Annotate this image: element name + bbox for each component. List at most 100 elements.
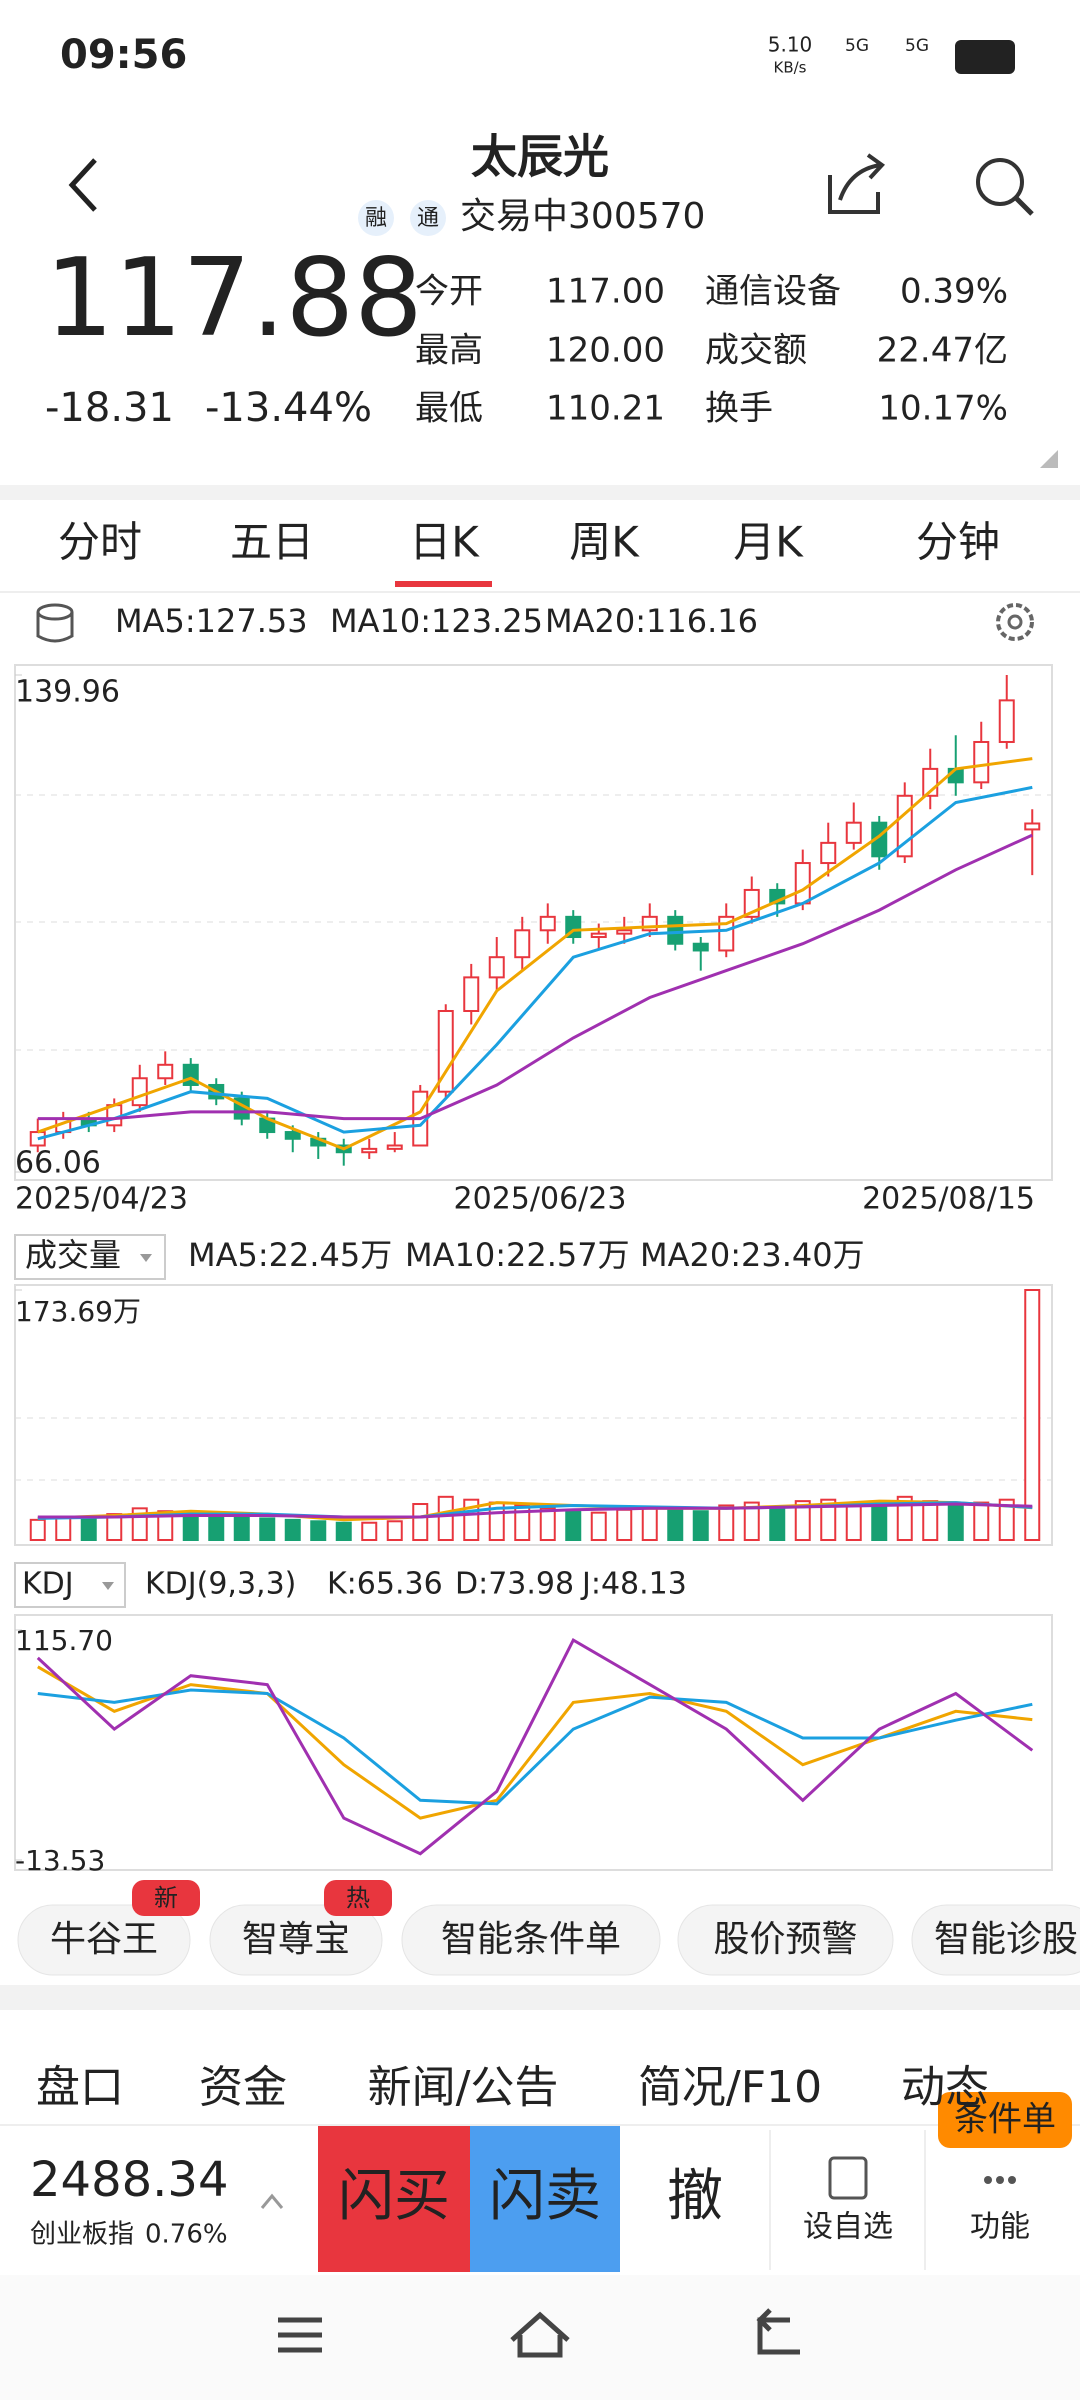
ma-line	[36, 1638, 1034, 1856]
label[interactable]: 分时	[58, 518, 142, 567]
nav-menu[interactable]	[278, 2317, 322, 2353]
dropdown-arrow	[102, 1582, 114, 1590]
dropdown-arrow	[140, 1254, 152, 1262]
label[interactable]: MA5:127.53	[115, 602, 308, 640]
label[interactable]: 设自选	[803, 2210, 893, 2245]
label[interactable]: 闪卖	[489, 2164, 601, 2229]
kdj-frame	[14, 1614, 1053, 1871]
nav-home[interactable]	[510, 2311, 570, 2358]
separator	[0, 485, 1080, 500]
label: 110.21	[546, 389, 665, 429]
label[interactable]: 智尊宝	[242, 1919, 350, 1960]
label: 120.00	[546, 331, 665, 371]
candle-body	[820, 841, 837, 865]
label[interactable]: KDJ	[22, 1567, 74, 1602]
label: 5G	[905, 36, 929, 56]
dot	[996, 2176, 1004, 2184]
nav-back[interactable]	[756, 2308, 800, 2355]
label[interactable]: 周K	[569, 518, 640, 567]
ma-line	[37, 785, 1033, 1141]
label[interactable]: 成交量	[25, 1236, 121, 1274]
volume-bar	[284, 1518, 301, 1541]
label[interactable]: 条件单	[954, 2100, 1056, 2140]
label[interactable]: 简况/F10	[638, 2062, 822, 2113]
volume-bar	[718, 1504, 735, 1541]
candle-body	[361, 1147, 378, 1154]
label: 117.88	[45, 236, 423, 361]
candle-body	[973, 740, 990, 784]
pill[interactable]	[209, 1904, 383, 1976]
label: 22.47亿	[877, 331, 1008, 371]
label[interactable]: 五日	[230, 518, 314, 567]
sell-button[interactable]	[470, 2126, 620, 2272]
candle-body	[29, 1131, 46, 1147]
label[interactable]: 日K	[409, 518, 480, 567]
ma-line	[37, 1502, 1033, 1519]
label: 融	[365, 206, 387, 231]
label[interactable]: 盘口	[36, 2062, 124, 2113]
label[interactable]: 股价预警	[713, 1919, 857, 1960]
label[interactable]: 功能	[970, 2210, 1030, 2245]
tab-underline	[395, 581, 492, 587]
volume-bar	[641, 1505, 658, 1541]
share-icon[interactable]	[828, 153, 886, 214]
label: D:73.98	[455, 1567, 574, 1602]
volume-bar	[565, 1510, 582, 1542]
label[interactable]: MA10:123.25	[330, 602, 543, 640]
label: 热	[346, 1884, 370, 1912]
label[interactable]: 智能诊股	[934, 1919, 1078, 1960]
volume-bar	[998, 1498, 1015, 1542]
search-icon[interactable]	[976, 158, 1024, 206]
db-icon[interactable]	[36, 603, 74, 621]
label[interactable]: 新闻/公告	[368, 2062, 559, 2113]
pill[interactable]	[911, 1904, 1080, 1976]
label: 09:56	[60, 32, 187, 78]
candle-body	[488, 956, 505, 979]
volume-bar	[922, 1500, 939, 1542]
volume-bar	[310, 1520, 327, 1541]
volume-bar	[590, 1511, 607, 1542]
battery	[955, 40, 1015, 74]
pill[interactable]	[401, 1904, 661, 1976]
volume-bar	[692, 1510, 709, 1542]
label: 通	[417, 206, 439, 231]
candle-body	[590, 932, 607, 939]
label[interactable]: 资金	[199, 2062, 287, 2113]
label: 成交额	[705, 331, 807, 371]
volume-bar	[820, 1498, 837, 1542]
settings-icon[interactable]	[996, 603, 1034, 641]
buy-button[interactable]	[318, 2126, 470, 2272]
dot	[984, 2176, 992, 2184]
label[interactable]: 智能条件单	[441, 1919, 621, 1960]
label: MA5:22.45万	[188, 1236, 392, 1274]
candle-body	[998, 699, 1015, 743]
label: 139.96	[15, 675, 120, 710]
badge[interactable]	[938, 2092, 1072, 2148]
label[interactable]: 牛谷王	[50, 1919, 158, 1960]
candle-body	[463, 976, 480, 1012]
label[interactable]: 撤	[667, 2164, 723, 2229]
label: 115.70	[15, 1624, 113, 1657]
label: -13.44%	[205, 385, 372, 431]
candle-body	[539, 915, 556, 932]
label[interactable]: 月K	[733, 518, 804, 567]
badge-circle	[358, 200, 394, 236]
label: 0.76%	[145, 2220, 228, 2250]
label: 2025/08/15	[862, 1182, 1035, 1217]
back-button[interactable]	[68, 158, 97, 212]
label: 0.39%	[900, 272, 1008, 312]
label[interactable]: 动态	[901, 2062, 989, 2113]
volume-bar	[667, 1507, 684, 1541]
pill-tag	[324, 1880, 392, 1916]
expand-corner[interactable]	[1040, 450, 1058, 468]
pill[interactable]	[677, 1904, 894, 1976]
volume-bar	[386, 1520, 403, 1541]
label: 太辰光	[471, 130, 609, 184]
volume-selector[interactable]	[14, 1234, 166, 1280]
caret[interactable]	[260, 2193, 284, 2209]
label: 新	[154, 1884, 178, 1912]
label[interactable]: 分钟	[916, 518, 1000, 567]
label[interactable]: 闪买	[338, 2164, 450, 2229]
label[interactable]: MA20:116.16	[545, 602, 758, 640]
pill[interactable]	[17, 1904, 191, 1976]
